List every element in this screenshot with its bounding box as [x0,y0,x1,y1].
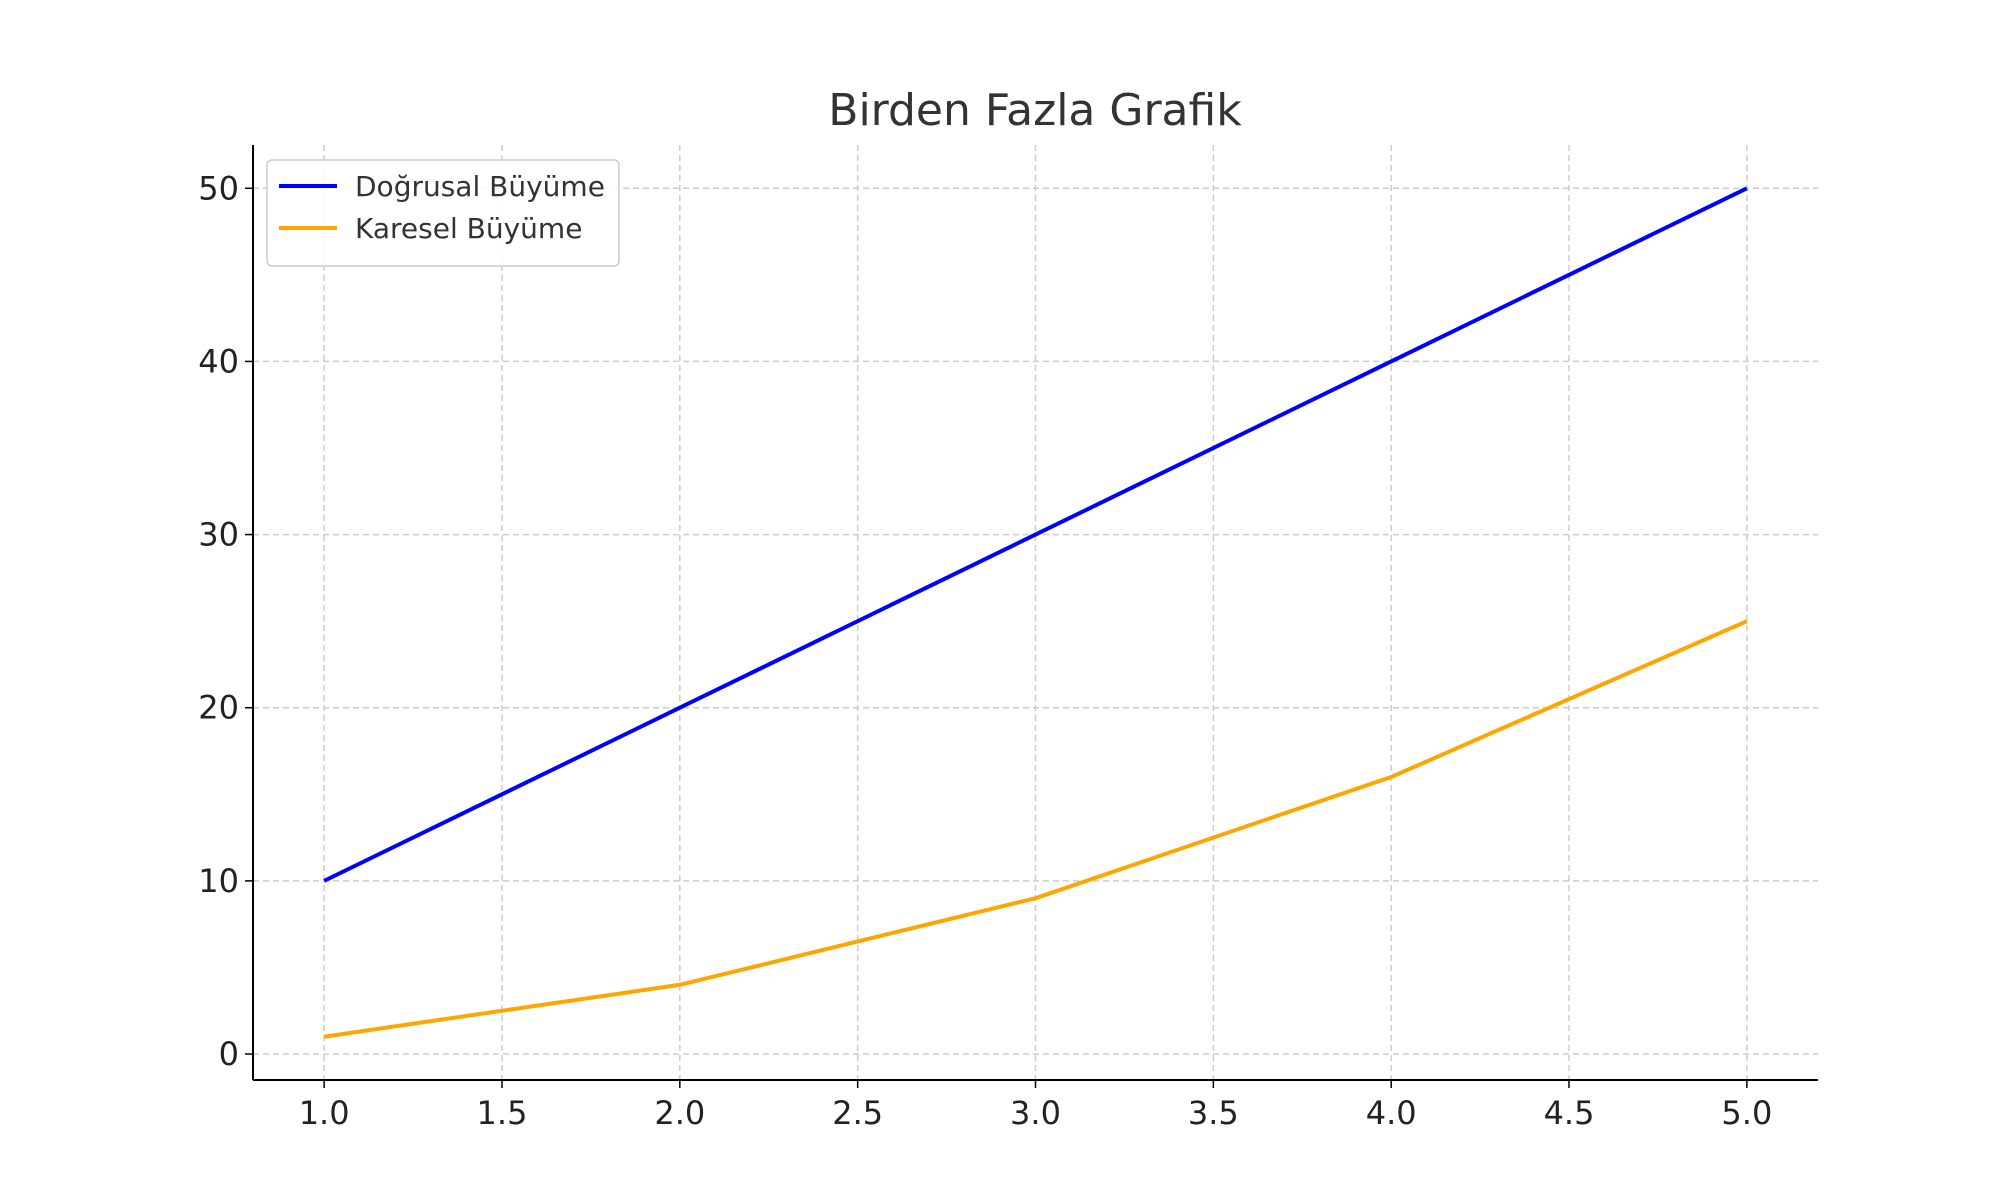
x-tick-label: 4.5 [1544,1094,1595,1132]
legend-label: Doğrusal Büyüme [355,170,605,203]
y-tick-label: 50 [198,169,239,207]
series-line-2 [323,619,1748,1039]
x-tick-label: 1.5 [477,1094,528,1132]
y-tick-label: 40 [198,342,239,380]
x-tick-label: 1.0 [299,1094,350,1132]
chart-title: Birden Fazla Grafik [828,85,1242,136]
x-tick-label: 4.0 [1366,1094,1417,1132]
series-line-1 [323,186,1748,883]
axes [245,145,1818,1088]
x-tick-label: 2.5 [832,1094,883,1132]
y-tick-label: 10 [198,862,239,900]
y-tick-label: 0 [219,1035,239,1073]
grid-lines [253,145,1818,1080]
legend-box [266,159,620,267]
legend: Doğrusal Büyüme Karesel Büyüme [266,159,620,267]
x-tick-label: 5.0 [1721,1094,1772,1132]
y-tick-label: 20 [198,689,239,727]
series-lines [323,186,1748,1039]
y-tick-label: 30 [198,516,239,554]
x-tick-label: 2.0 [654,1094,705,1132]
tick-labels: 1.0 1.5 2.0 2.5 3.0 3.5 4.0 4.5 5.0 0 10 20 30 40 50 [198,169,1772,1132]
x-tick-label: 3.0 [1010,1094,1061,1132]
x-tick-label: 3.5 [1188,1094,1239,1132]
legend-label: Karesel Büyüme [355,212,582,245]
